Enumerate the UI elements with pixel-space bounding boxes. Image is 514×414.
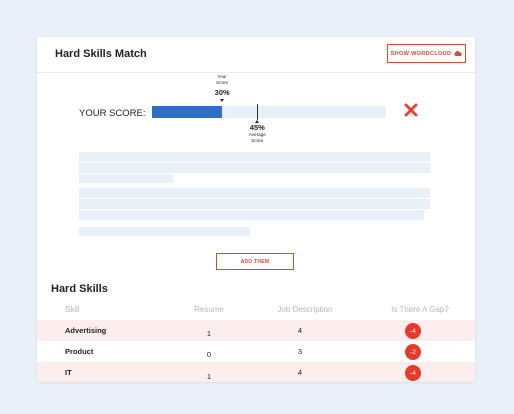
hard-skills-card: Hard Skills Match SHOW WORDCLOUD YOUR SC… — [37, 37, 475, 382]
table-row: Advertising 1 4 -4 — [37, 320, 475, 341]
job-description-count: 3 — [297, 347, 303, 356]
placeholder-line — [79, 174, 173, 183]
score-bar-fill — [152, 106, 223, 118]
card-header: Hard Skills Match SHOW WORDCLOUD — [37, 37, 475, 73]
resume-count: 1 — [206, 329, 212, 338]
gap-badge: -2 — [405, 344, 421, 360]
average-score-line — [257, 104, 259, 120]
table-row: Product 0 3 -2 — [37, 341, 475, 362]
column-header-job-description: Job Description — [277, 305, 333, 314]
job-description-count: 4 — [297, 368, 303, 377]
column-header-resume: Resume — [194, 305, 224, 314]
gap-badge: -4 — [405, 365, 421, 381]
job-description-count: 4 — [297, 326, 303, 335]
your-score-arrow-icon — [220, 99, 225, 102]
your-score-caption: Score — [216, 80, 229, 85]
skill-name: IT — [65, 368, 72, 377]
skill-name: Advertising — [65, 326, 107, 335]
placeholder-line — [79, 188, 430, 198]
average-score-caption: Score — [251, 138, 264, 143]
placeholder-line — [79, 163, 430, 173]
your-score-label: YOUR SCORE: — [79, 108, 146, 119]
add-them-button[interactable]: ADD THEM — [216, 253, 294, 270]
average-score-value: 45% — [249, 123, 265, 132]
score-bar — [152, 104, 386, 120]
your-score-caption: Your — [217, 74, 227, 79]
table-row: IT 1 4 -4 — [37, 362, 475, 382]
average-score-caption: Average — [248, 132, 266, 137]
column-header-gap: Is There A Gap? — [391, 305, 449, 314]
resume-count: 1 — [206, 372, 212, 381]
resume-count: 0 — [206, 350, 212, 359]
placeholder-line — [79, 199, 430, 209]
cloud-icon — [454, 51, 463, 56]
placeholder-line — [79, 210, 424, 220]
your-score-value: 30% — [214, 88, 230, 97]
skill-name: Product — [65, 347, 94, 356]
placeholder-line — [79, 227, 250, 236]
average-score-arrow-icon — [255, 120, 260, 123]
show-wordcloud-label: SHOW WORDCLOUD — [390, 50, 452, 57]
column-header-skill: Skill — [65, 305, 80, 314]
x-mark-icon — [403, 102, 419, 118]
hard-skills-title: Hard Skills — [51, 283, 108, 295]
show-wordcloud-button[interactable]: SHOW WORDCLOUD — [387, 44, 466, 63]
placeholder-line — [79, 152, 430, 162]
page-title: Hard Skills Match — [55, 48, 147, 60]
gap-badge: -4 — [405, 323, 421, 339]
